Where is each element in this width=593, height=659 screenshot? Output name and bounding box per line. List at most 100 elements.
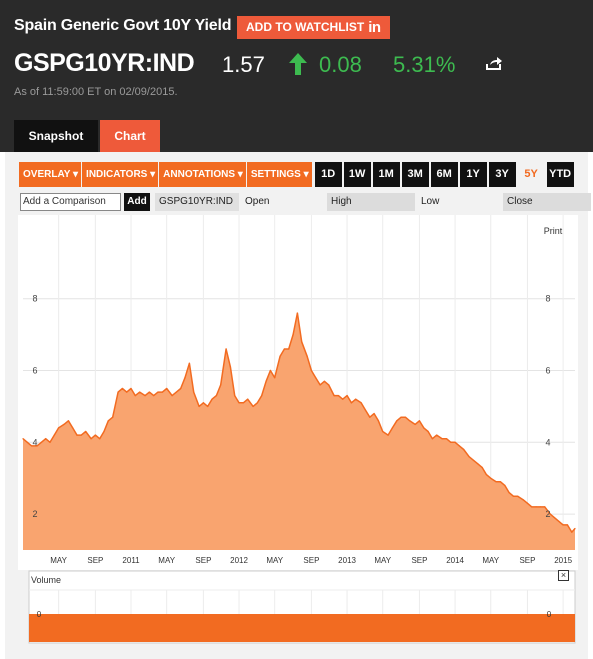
data-point — [58, 427, 60, 429]
data-point — [49, 441, 51, 443]
data-point — [346, 395, 348, 397]
data-point — [468, 456, 470, 458]
y-tick-label-left: 4 — [32, 437, 37, 447]
arrow-up-icon — [289, 53, 307, 75]
data-point — [238, 402, 240, 404]
data-point — [387, 434, 389, 436]
data-point — [355, 398, 357, 400]
x-tick-label: SEP — [519, 556, 535, 565]
data-point — [337, 395, 339, 397]
period-1w[interactable]: 1W — [343, 162, 371, 187]
annotations-menu[interactable]: ANNOTATIONS ▾ — [159, 162, 246, 187]
yield-line — [22, 312, 576, 533]
data-point — [323, 380, 325, 382]
data-point — [103, 430, 105, 433]
data-point — [211, 398, 213, 400]
data-point — [80, 434, 82, 436]
data-point — [526, 502, 529, 504]
data-point — [198, 405, 200, 407]
data-point — [508, 492, 510, 494]
data-point — [328, 384, 330, 386]
data-point — [134, 395, 136, 397]
yield-area — [23, 313, 575, 550]
settings-menu[interactable]: SETTINGS ▾ — [246, 162, 312, 187]
data-point — [306, 355, 308, 357]
data-point — [53, 434, 55, 436]
y-tick-label-right: 4 — [545, 437, 550, 447]
period-1y[interactable]: 1Y — [459, 162, 487, 187]
add-comparison-button[interactable]: Add — [124, 193, 150, 211]
print-link[interactable]: Print — [544, 226, 563, 236]
period-6m[interactable]: 6M — [430, 162, 458, 187]
indicators-menu[interactable]: INDICATORS ▾ — [82, 162, 159, 187]
data-point — [269, 369, 271, 372]
data-point — [549, 513, 551, 515]
tab-chart[interactable]: Chart — [100, 120, 160, 152]
data-point — [202, 402, 204, 404]
data-point — [495, 481, 497, 483]
data-point — [490, 477, 492, 479]
data-point — [157, 391, 159, 393]
data-point — [63, 423, 65, 425]
add-to-watchlist-button[interactable]: ADD TO WATCHLIST in — [237, 16, 390, 39]
data-point — [445, 438, 448, 440]
data-point — [252, 405, 254, 407]
data-point — [377, 420, 379, 422]
data-point — [265, 380, 267, 382]
data-point — [458, 445, 460, 447]
tab-snapshot[interactable]: Snapshot — [14, 120, 98, 152]
y-tick-label-left: 2 — [32, 509, 37, 519]
data-point — [409, 420, 411, 422]
data-point — [26, 441, 28, 443]
open-label: Open — [245, 196, 270, 207]
x-tick-label: MAY — [482, 556, 499, 565]
data-point — [225, 348, 227, 350]
period-ytd[interactable]: YTD — [546, 162, 574, 187]
period-1d[interactable]: 1D — [314, 162, 342, 187]
data-point — [566, 524, 569, 526]
compare-input[interactable]: Add a Comparison — [20, 193, 121, 211]
y-tick-label-left: 8 — [32, 294, 37, 304]
data-point — [396, 420, 398, 422]
security-title: Spain Generic Govt 10Y Yield — [14, 17, 232, 34]
data-point — [431, 438, 433, 440]
x-tick-label: SEP — [195, 556, 211, 565]
ticker-symbol: GSPG10YR:IND — [14, 49, 195, 77]
data-point — [504, 484, 506, 486]
data-point — [234, 395, 236, 397]
data-point — [544, 506, 546, 508]
volume-title: Volume — [31, 575, 61, 585]
data-point — [166, 387, 168, 390]
data-point — [296, 312, 298, 314]
symbol-label: GSPG10YR:IND — [155, 193, 239, 211]
data-point — [517, 495, 519, 497]
percent-change: 5.31% — [393, 52, 456, 77]
share-icon[interactable] — [485, 55, 503, 71]
volume-tick-label-left: 0 — [37, 610, 42, 619]
overlay-menu[interactable]: OVERLAY ▾ — [19, 162, 82, 187]
volume-bar — [29, 614, 575, 642]
x-tick-label: 2014 — [446, 556, 464, 565]
data-point — [175, 391, 177, 393]
data-point — [436, 434, 438, 436]
chart-toolbar: OVERLAY ▾ INDICATORS ▾ ANNOTATIONS ▾ SET… — [19, 162, 574, 187]
data-point — [229, 366, 231, 368]
data-point — [288, 348, 290, 350]
data-point — [414, 423, 416, 425]
data-point — [301, 341, 303, 343]
period-5y[interactable]: 5Y — [517, 162, 545, 187]
data-point — [472, 459, 475, 461]
data-point — [220, 384, 222, 386]
close-icon[interactable]: × — [558, 570, 569, 581]
data-point — [292, 334, 294, 336]
data-point — [360, 402, 362, 404]
x-tick-label: MAY — [374, 556, 391, 565]
as-of-timestamp: As of 11:59:00 ET on 02/09/2015. — [14, 86, 178, 98]
period-1m[interactable]: 1M — [372, 162, 400, 187]
data-point — [161, 391, 163, 393]
data-point — [481, 466, 483, 468]
data-point — [67, 420, 69, 422]
data-point — [441, 438, 443, 440]
period-3m[interactable]: 3M — [401, 162, 429, 187]
period-3y[interactable]: 3Y — [488, 162, 516, 187]
